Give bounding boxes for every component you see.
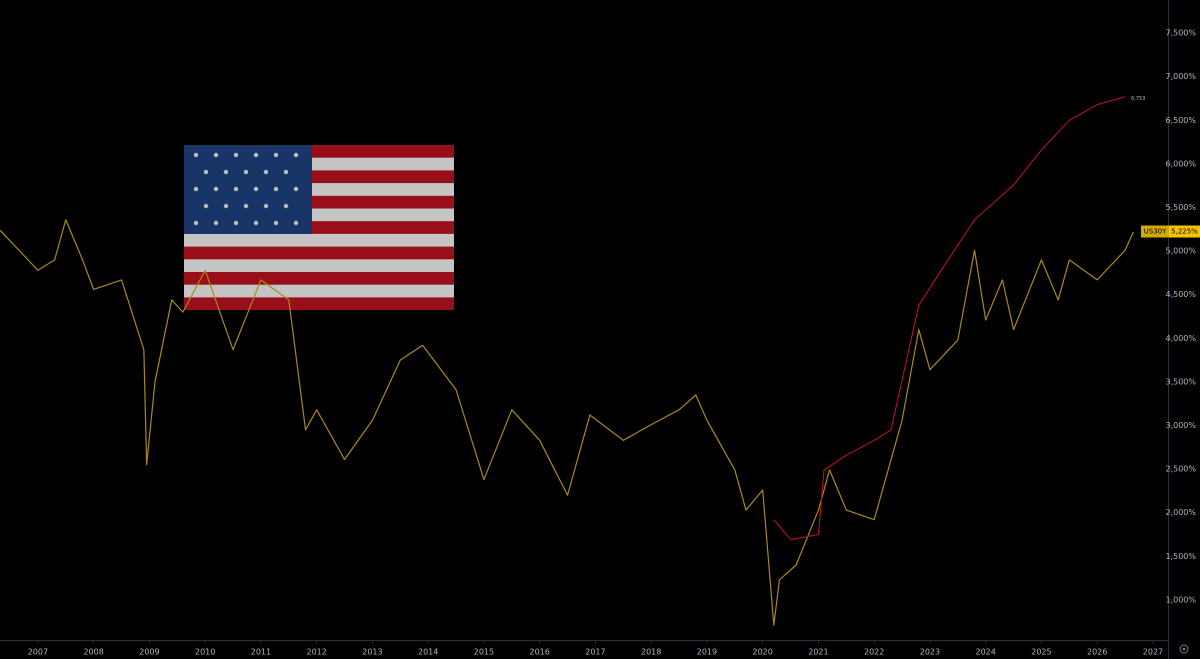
series-line	[773, 96, 1126, 541]
flag-stars	[193, 152, 299, 226]
x-tick-label: 2024	[976, 648, 996, 657]
x-tick-label: 2018	[641, 648, 661, 657]
y-tick-label: 4,500%	[1165, 290, 1196, 299]
y-tick-label: 7,500%	[1165, 29, 1196, 38]
x-tick-label: 2022	[864, 648, 884, 657]
y-tick-label: 5,000%	[1165, 247, 1196, 256]
y-tick-label: 3,500%	[1165, 377, 1196, 386]
series-line	[0, 219, 1134, 626]
flag	[184, 145, 454, 310]
x-tick-label: 2027	[1143, 648, 1163, 657]
flag-canton	[184, 145, 312, 234]
x-tick-label: 2009	[139, 648, 159, 657]
x-tick-label: 2013	[362, 648, 382, 657]
x-tick-label: 2011	[251, 648, 271, 657]
y-tick-label: 1,500%	[1165, 552, 1196, 561]
x-tick-label: 2020	[753, 648, 773, 657]
y-tick-label: 2,500%	[1165, 465, 1196, 474]
price-tag-label: 5,225%	[1171, 227, 1198, 235]
y-tick-label: 1,000%	[1165, 595, 1196, 604]
settings-icon[interactable]	[1179, 644, 1189, 654]
x-tick-label: 2023	[920, 648, 940, 657]
x-tick-label: 2019	[697, 648, 717, 657]
y-tick-label: 5,500%	[1165, 203, 1196, 212]
series-end-label: 6,753	[1131, 96, 1145, 102]
x-tick-label: 2021	[808, 648, 828, 657]
x-tick-label: 2025	[1031, 648, 1051, 657]
y-tick-label: 6,500%	[1165, 116, 1196, 125]
symbol-tag: US30Y	[1144, 227, 1167, 235]
x-tick-label: 2014	[418, 648, 438, 657]
x-tick-label: 2016	[529, 648, 549, 657]
y-tick-label: 3,000%	[1165, 421, 1196, 430]
x-tick-label: 2017	[585, 648, 605, 657]
x-tick-label: 2012	[306, 648, 326, 657]
x-tick-label: 2008	[83, 648, 103, 657]
x-tick-label: 2026	[1087, 648, 1107, 657]
x-tick-label: 2010	[195, 648, 215, 657]
y-tick-label: 6,000%	[1165, 159, 1196, 168]
x-tick-label: 2007	[28, 648, 48, 657]
x-tick-label: 2015	[474, 648, 494, 657]
y-tick-label: 7,000%	[1165, 72, 1196, 81]
y-tick-label: 4,000%	[1165, 334, 1196, 343]
y-tick-label: 2,000%	[1165, 508, 1196, 517]
price-tag-box	[1169, 225, 1200, 238]
symbol-tag-box	[1141, 225, 1169, 238]
